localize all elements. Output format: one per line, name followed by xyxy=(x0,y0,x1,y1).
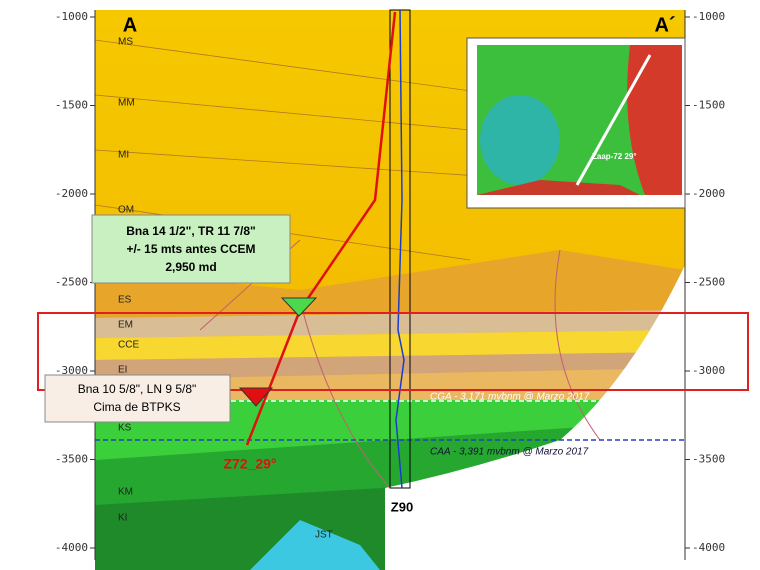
depth-label: -1500 xyxy=(692,99,725,112)
layer-labels: MS MM MI OM ES EM CCE EI KS KM KI JST xyxy=(118,37,333,541)
layer-label: OM xyxy=(118,205,134,216)
layer-label: EM xyxy=(118,320,133,331)
map-fill xyxy=(480,95,560,185)
depth-label: -2500 xyxy=(692,276,725,289)
well-z90: Z90 xyxy=(389,9,413,514)
depth-ticks: -1000 -1000 -1500 -1500 -2000 -2000 -2500 -2500… xyxy=(55,10,725,554)
layer-label: EI xyxy=(118,365,127,376)
callout-2: Bna 10 5/8", LN 9 5/8" Cima de BTPKS xyxy=(44,374,274,423)
section-end-label: A´ xyxy=(654,14,675,36)
callout-text: Bna 10 5/8", LN 9 5/8" xyxy=(78,382,197,396)
callout-text: +/- 15 mts antes CCEM xyxy=(126,242,255,256)
depth-label: -2500 xyxy=(55,276,88,289)
layer-label: MS xyxy=(118,37,133,48)
layer-label: ES xyxy=(118,295,132,306)
depth-label: -2000 xyxy=(692,187,725,200)
depth-label: -1000 xyxy=(55,10,88,23)
depth-label: -3500 xyxy=(692,453,725,466)
callout-box xyxy=(91,214,291,284)
depth-label: -4000 xyxy=(692,541,725,554)
wellbore xyxy=(245,11,397,446)
callout-1: Bna 14 1/2", TR 11 7/8" +/- 15 mts antes… xyxy=(91,214,318,317)
contact-label: CAA - 3,391 mvbnm @ Marzo 2017 xyxy=(430,447,589,458)
callout-text: Bna 14 1/2", TR 11 7/8" xyxy=(126,224,255,238)
marker xyxy=(280,297,318,317)
highlight-box xyxy=(37,312,749,391)
depth-label: -4000 xyxy=(55,541,88,554)
depth-label: -3000 xyxy=(692,364,725,377)
map-label: Zaap-72 29° xyxy=(592,152,637,161)
layer-label: JST xyxy=(315,530,333,541)
inset-map: Zaap-72 29° xyxy=(466,37,686,209)
layer-label: KI xyxy=(118,513,127,524)
depth-label: -3000 xyxy=(55,364,88,377)
below-section xyxy=(385,265,685,570)
well-log xyxy=(395,9,405,489)
well-label: Z90 xyxy=(391,499,413,514)
layer-label: CCE xyxy=(118,340,139,351)
layer-label: MI xyxy=(118,150,129,161)
well-label: Z72_29° xyxy=(223,456,276,472)
depth-label: -3500 xyxy=(55,453,88,466)
layer-label: KM xyxy=(118,487,133,498)
layer-label: MM xyxy=(118,98,135,109)
callout-text: Cima de BTPKS xyxy=(93,400,180,414)
callout-box xyxy=(44,374,231,423)
depth-label: -1500 xyxy=(55,99,88,112)
well-z72: Z72_29° xyxy=(223,11,397,472)
map-fill xyxy=(627,45,682,195)
depth-label: -2000 xyxy=(55,187,88,200)
layer-label: KS xyxy=(118,423,132,434)
marker xyxy=(238,387,274,407)
layer-fill xyxy=(250,520,380,570)
section-end-label: A xyxy=(123,14,137,36)
callout-text: 2,950 md xyxy=(165,260,216,274)
section-trace xyxy=(575,54,652,186)
map-fill xyxy=(477,180,640,195)
depth-label: -1000 xyxy=(692,10,725,23)
contact-label: CGA - 3,171 mvbnm @ Marzo 2017 xyxy=(430,392,590,403)
